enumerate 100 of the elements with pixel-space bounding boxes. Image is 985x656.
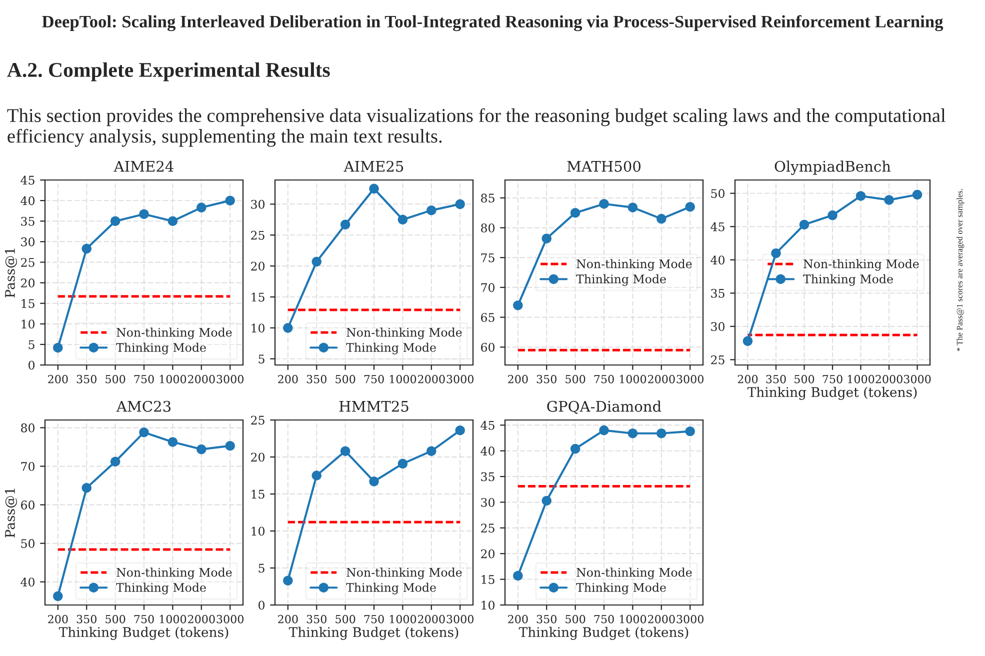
y-axis-title: Pass@1 xyxy=(4,248,18,298)
point xyxy=(912,190,922,200)
point xyxy=(110,216,120,226)
y-tick-label: 10 xyxy=(252,526,264,536)
point xyxy=(340,220,350,230)
point xyxy=(570,208,580,218)
x-tick-label: 500 xyxy=(794,374,814,384)
point xyxy=(599,199,609,209)
x-axis-title: Thinking Budget (tokens) xyxy=(518,626,688,640)
y-tick-label: 50 xyxy=(711,189,724,198)
x-tick-label: 500 xyxy=(106,374,126,384)
y-tick-label: 40 xyxy=(710,256,724,265)
y-tick-label: 25 xyxy=(21,258,34,267)
point xyxy=(139,427,149,438)
point xyxy=(225,196,235,206)
x-tick-label: 3000 xyxy=(446,374,474,384)
y-tick-label: 20 xyxy=(251,262,264,271)
point xyxy=(283,323,293,333)
y-tick-label: 70 xyxy=(21,462,34,471)
x-tick-label: 3000 xyxy=(676,374,704,384)
point xyxy=(455,199,465,209)
x-tick-label: 2000 xyxy=(648,374,675,384)
point xyxy=(799,220,810,230)
x-tick-label: 1000 xyxy=(620,374,646,384)
y-tick-label: 25 xyxy=(711,355,724,364)
x-tick-label: 200 xyxy=(508,374,528,384)
y-tick-label: 60 xyxy=(481,342,494,352)
x-tick-label: 200 xyxy=(278,614,298,624)
y-axis-title: Pass@1 xyxy=(4,488,18,538)
x-tick-label: 500 xyxy=(566,374,586,384)
y-tick-label: 45 xyxy=(480,420,494,430)
point xyxy=(369,184,379,194)
chart-title: AIME25 xyxy=(344,160,404,172)
y-tick-label: 35 xyxy=(711,288,724,298)
point xyxy=(82,482,92,493)
point xyxy=(656,428,666,438)
point xyxy=(82,244,92,254)
x-tick-label: 350 xyxy=(536,614,556,624)
x-tick-label: 200 xyxy=(278,374,298,384)
chart-title: OlympiadBench xyxy=(774,160,891,175)
point xyxy=(225,440,235,451)
point xyxy=(628,202,638,212)
point xyxy=(196,202,206,212)
text: This section provides the comprehensive data visualizations for the reasoning budget scaling laws and the computational efficiency analysis, supplementing the main text results. xyxy=(7,108,946,147)
point xyxy=(340,446,350,456)
y-tick-label: 25 xyxy=(481,524,494,533)
x-tick-label: 1000 xyxy=(390,614,416,624)
x-tick-label: 350 xyxy=(76,374,96,384)
point xyxy=(196,444,206,454)
y-tick-label: 20 xyxy=(21,278,34,288)
y-tick-label: 15 xyxy=(252,292,264,302)
y-tick-label: 75 xyxy=(481,253,494,262)
point xyxy=(570,444,580,454)
legend-label: Non-thinking Mode xyxy=(576,259,692,271)
point xyxy=(110,456,120,466)
x-tick-label: 2000 xyxy=(188,374,215,384)
y-tick-label: 0 xyxy=(28,360,34,370)
x-tick-label: 750 xyxy=(364,614,384,624)
y-tick-label: 5 xyxy=(258,564,264,573)
legend-label: Thinking Mode xyxy=(346,582,436,594)
y-tick-label: 35 xyxy=(481,472,494,482)
x-tick-label: 3000 xyxy=(904,374,931,384)
y-tick-label: 10 xyxy=(252,324,264,333)
y-tick-label: 30 xyxy=(21,237,34,246)
legend-label: Non-thinking Mode xyxy=(116,568,232,580)
x-tick-label: 750 xyxy=(594,614,614,624)
point xyxy=(426,205,436,216)
point xyxy=(656,214,666,224)
legend-label: Thinking Mode xyxy=(346,342,436,354)
y-tick-label: 0 xyxy=(258,600,264,610)
point xyxy=(884,195,894,205)
legend-label: Thinking Mode xyxy=(576,274,666,286)
point xyxy=(628,428,638,438)
x-tick-label: 200 xyxy=(738,374,758,384)
y-tick-label: 30 xyxy=(711,322,724,332)
point xyxy=(685,202,695,212)
y-tick-label: 40 xyxy=(480,446,494,456)
x-tick-label: 350 xyxy=(536,374,556,384)
y-tick-label: 60 xyxy=(21,500,34,510)
point xyxy=(168,216,178,226)
y-tick-label: 10 xyxy=(482,600,494,610)
legend-label: Thinking Mode xyxy=(116,582,206,594)
legend-label: Thinking Mode xyxy=(576,582,666,594)
x-tick-label: 1000 xyxy=(620,614,646,624)
x-tick-label: 500 xyxy=(566,614,586,624)
x-tick-label: 2000 xyxy=(418,614,445,624)
point xyxy=(398,458,408,469)
point xyxy=(455,426,465,436)
y-tick-label: 80 xyxy=(21,423,34,432)
x-tick-label: 350 xyxy=(306,374,326,384)
x-tick-label: 3000 xyxy=(216,374,244,384)
point xyxy=(599,425,609,436)
x-tick-label: 500 xyxy=(336,374,356,384)
x-tick-label: 350 xyxy=(76,614,96,624)
x-tick-label: 2000 xyxy=(648,614,675,624)
x-tick-label: 3000 xyxy=(216,614,244,624)
x-tick-label: 1000 xyxy=(390,374,416,384)
point xyxy=(513,300,523,310)
point xyxy=(542,496,552,506)
legend-label: Non-thinking Mode xyxy=(346,328,462,340)
